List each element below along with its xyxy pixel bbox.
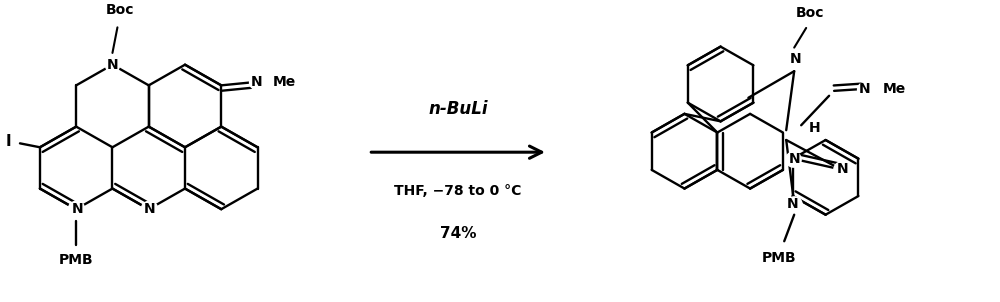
Text: Me: Me — [882, 82, 906, 96]
Text: THF, −78 to 0 °C: THF, −78 to 0 °C — [394, 184, 522, 198]
Text: Boc: Boc — [796, 6, 824, 20]
Text: N: N — [859, 82, 871, 96]
Text: N: N — [144, 202, 156, 216]
Text: Boc: Boc — [106, 3, 135, 17]
Text: PMB: PMB — [762, 251, 797, 265]
Text: N: N — [789, 53, 801, 66]
Text: N: N — [107, 58, 118, 72]
Text: Me: Me — [272, 76, 296, 89]
Text: n-BuLi: n-BuLi — [428, 100, 488, 118]
Text: N: N — [250, 76, 262, 89]
Text: N: N — [786, 197, 798, 211]
Text: N: N — [836, 162, 848, 176]
Text: N: N — [71, 202, 83, 216]
Text: 74%: 74% — [440, 226, 476, 241]
Text: N: N — [789, 152, 801, 166]
Text: I: I — [5, 134, 11, 149]
Text: H: H — [808, 121, 820, 135]
Text: PMB: PMB — [59, 253, 93, 267]
